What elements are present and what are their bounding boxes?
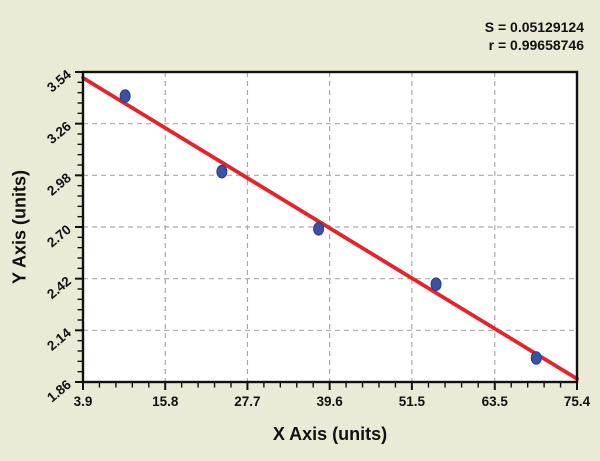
data-point	[216, 164, 228, 179]
x-tick-label: 15.8	[152, 394, 179, 409]
y-tick-label: 1.86	[44, 376, 74, 405]
fit-stats: S = 0.05129124 r = 0.99658746	[485, 18, 584, 54]
r-value-label: r = 0.99658746	[488, 37, 584, 53]
x-tick-label: 51.5	[399, 394, 426, 409]
x-tick-label: 27.7	[234, 394, 260, 409]
data-point	[530, 351, 542, 365]
x-axis-title: X Axis (units)	[272, 424, 388, 444]
s-value-label: S = 0.05129124	[484, 19, 584, 35]
data-point	[430, 277, 442, 292]
x-tick-label: 75.4	[564, 394, 591, 409]
regression-line	[81, 75, 579, 381]
y-tick-label: 2.98	[44, 170, 74, 199]
y-axis-title: Y Axis (units)	[9, 169, 30, 285]
y-tick-label: 2.42	[44, 273, 74, 301]
data-point	[313, 222, 325, 236]
data-point	[119, 89, 131, 103]
y-tick-label: 3.26	[44, 118, 74, 147]
y-tick-label: 3.54	[44, 66, 74, 95]
x-tick-label: 39.6	[317, 394, 344, 409]
x-tick-label: 3.9	[74, 394, 93, 409]
y-tick-label: 2.70	[44, 222, 74, 250]
x-tick-label: 63.5	[482, 394, 509, 409]
plot-frame	[81, 70, 579, 384]
y-tick-label: 2.14	[44, 325, 74, 354]
